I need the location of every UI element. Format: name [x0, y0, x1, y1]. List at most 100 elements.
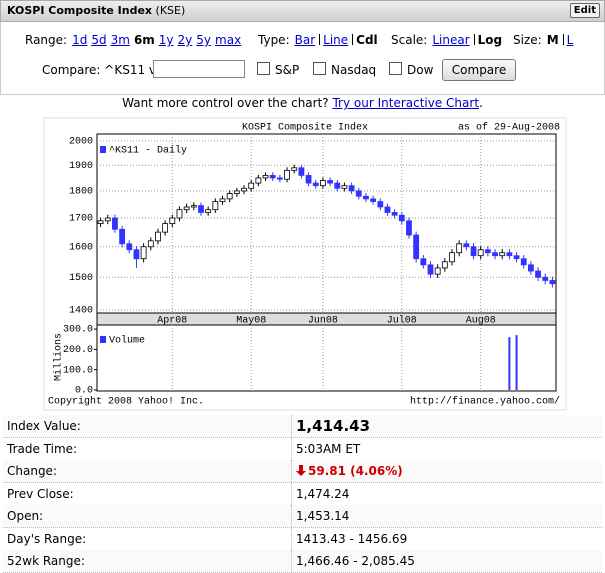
candle-body [341, 185, 348, 189]
candle-body [434, 267, 441, 275]
candle-body [391, 212, 398, 216]
candle-body [155, 231, 161, 242]
candle-body [384, 206, 391, 213]
size-option[interactable]: L [566, 33, 574, 47]
candle-body [499, 252, 506, 257]
arrow-shape [296, 465, 306, 476]
y-tick-label: 1900 [69, 161, 93, 172]
candle-body [104, 217, 111, 222]
column-divider [291, 482, 292, 505]
quote-label: Day's Range: [7, 531, 87, 546]
range-option[interactable]: 3m [110, 33, 130, 47]
candle-body [449, 252, 455, 263]
checkbox[interactable] [313, 62, 326, 75]
y-tick-label: 1600 [69, 242, 93, 253]
candle-body [305, 174, 312, 184]
candle-body [119, 228, 126, 245]
checkbox[interactable] [257, 62, 270, 75]
candle-body [527, 264, 534, 272]
y-tick-label: 1700 [69, 214, 93, 225]
edit-button[interactable]: Edit [569, 3, 600, 18]
candle-body [506, 252, 513, 257]
y-tick-label: 2000 [69, 137, 93, 148]
volume-tick-label: 0.0 [75, 386, 93, 397]
candle-body [97, 220, 104, 225]
x-tick-label: May08 [236, 316, 266, 327]
candle-body [169, 217, 176, 225]
chart-subtitle: as of 29-Aug-2008 [458, 122, 560, 134]
copyright: Copyright 2008 Yahoo! Inc. [48, 396, 204, 408]
volume-bar [515, 335, 518, 390]
candle-body [262, 174, 269, 179]
range-group: Range: 1d 5d 3m 6m 1y 2y 5y max [25, 33, 241, 47]
candle-body [477, 249, 484, 257]
compare-button[interactable]: Compare [442, 59, 516, 81]
volume-bar [508, 337, 511, 390]
candle-body [420, 258, 427, 266]
candle-body [205, 209, 212, 213]
candle-body [219, 198, 226, 202]
range-label: Range: [25, 33, 68, 47]
x-tick-label: Apr08 [157, 316, 187, 327]
candle-body [484, 249, 491, 254]
separator [352, 34, 354, 45]
scale-option: Log [477, 33, 503, 47]
quote-value: 59.81 (4.06%) [296, 464, 403, 478]
compare-input[interactable] [153, 60, 245, 78]
promo: Want more control over the chart? Try ou… [0, 96, 605, 110]
column-divider [291, 460, 292, 482]
candle-body [176, 209, 183, 219]
column-divider [291, 505, 292, 527]
scale-option[interactable]: Linear [432, 33, 470, 47]
checkbox[interactable] [389, 62, 402, 75]
checkbox-label: S&P [275, 63, 300, 77]
size-group: Size: M L [513, 33, 573, 47]
legend-swatch [100, 146, 106, 153]
candle-body [241, 187, 247, 192]
candle-body [284, 169, 290, 180]
quote-value: 1,466.46 - 2,085.45 [296, 554, 415, 568]
header-title-wrap: KOSPI Composite Index (KSE) [7, 4, 185, 17]
candle-body [513, 255, 520, 260]
down-arrow [296, 465, 306, 476]
candle-body [212, 201, 219, 211]
type-option[interactable]: Bar [294, 33, 316, 47]
exchange: (KSE) [155, 4, 186, 17]
checkbox-label: Nasdaq [331, 63, 377, 77]
size-option: M [546, 33, 559, 47]
volume-axis-label: Millions [53, 333, 65, 381]
type-option[interactable]: Line [323, 33, 349, 47]
quote-value: 5:03AM ET [296, 442, 360, 456]
controls: Range: 1d 5d 3m 6m 1y 2y 5y max Type: Bar Line Cdl Sc… [0, 22, 605, 95]
candle-body [327, 180, 333, 184]
candle-body [255, 177, 262, 184]
quote-row: Index Value: 1,414.43 [3, 415, 602, 438]
separator [319, 34, 321, 45]
range-option[interactable]: 5d [91, 33, 107, 47]
range-option[interactable]: 2y [177, 33, 193, 47]
quote-row: 52wk Range: 1,466.46 - 2,085.45 [3, 550, 602, 573]
candle-body [312, 182, 319, 187]
y-tick-label: 1400 [69, 306, 93, 317]
quote-row: Trade Time: 5:03AM ET [3, 437, 602, 461]
candle-body [147, 240, 154, 248]
x-tick-label: Jun08 [308, 316, 338, 327]
candle-body [183, 206, 190, 211]
scale-group: Scale: Linear Log [391, 33, 502, 47]
range-option[interactable]: 5y [196, 33, 212, 47]
quote-label: 52wk Range: [7, 554, 85, 568]
column-divider [291, 437, 292, 460]
source-url: http://finance.yahoo.com/ [410, 396, 560, 408]
candle-body [520, 258, 527, 266]
range-option[interactable]: 1d [72, 33, 88, 47]
volume-tick-label: 100.0 [63, 365, 93, 376]
candle-body [413, 234, 420, 260]
range-option[interactable]: max [215, 33, 242, 47]
promo-end: . [479, 96, 483, 110]
candle-body [363, 195, 369, 200]
range-option[interactable]: 1y [158, 33, 174, 47]
legend-label: Volume [109, 335, 145, 347]
promo-text: Want more control over the chart? [122, 96, 329, 110]
promo-link[interactable]: Try our Interactive Chart [332, 96, 480, 110]
quote-value-text: 1,453.14 [296, 509, 350, 523]
